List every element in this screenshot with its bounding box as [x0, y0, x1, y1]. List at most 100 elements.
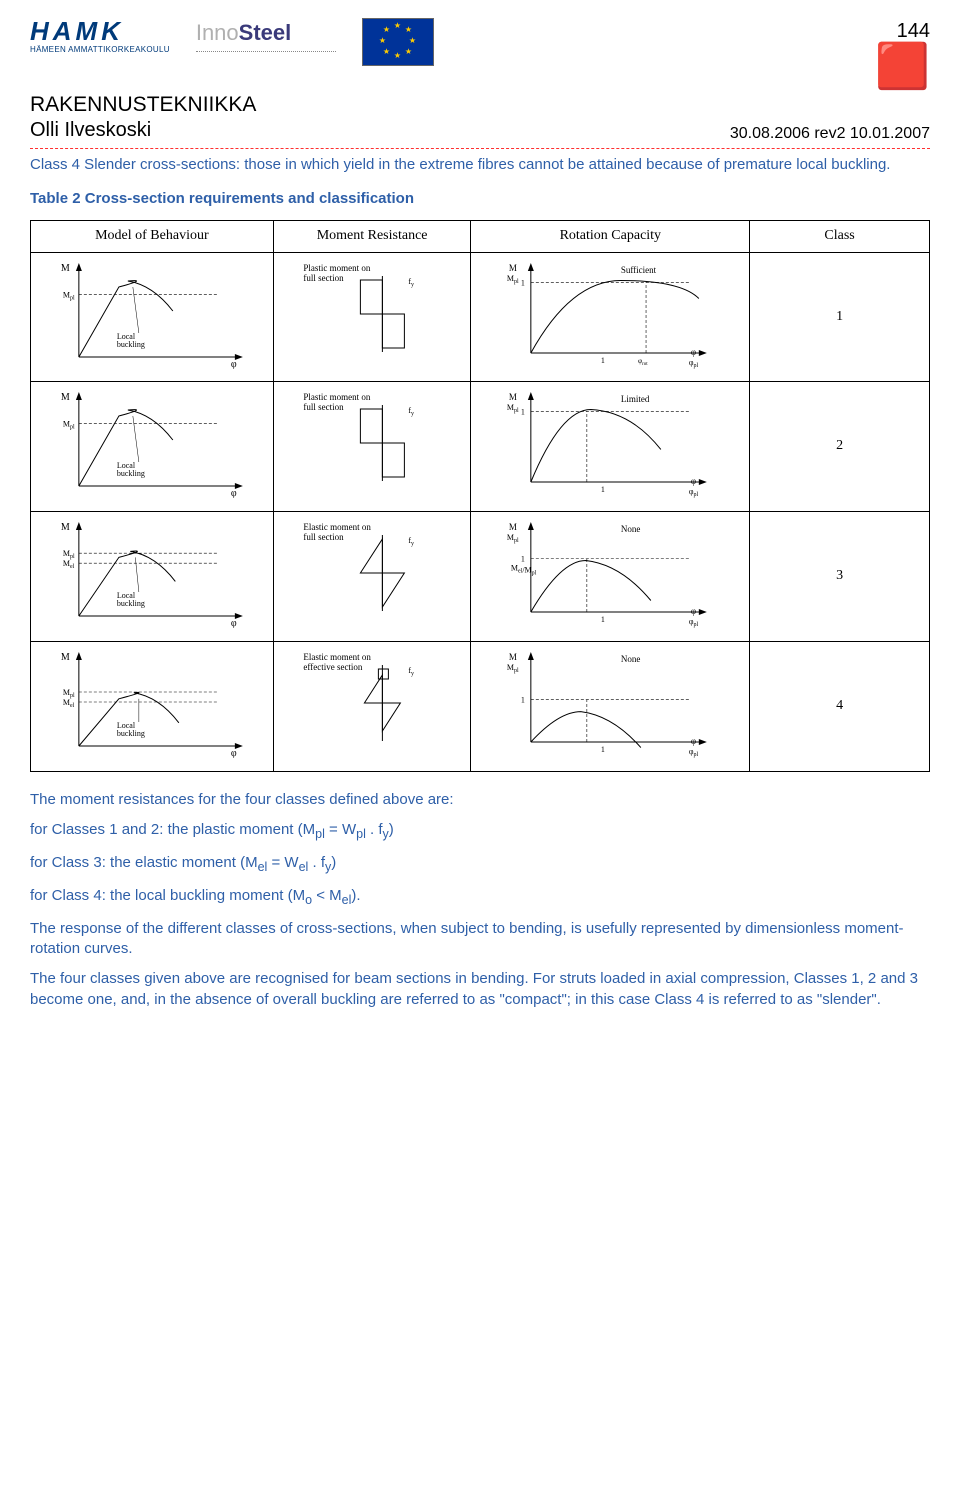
table-row: M Mel Mpl Local buckling φ Elastic momen…	[31, 512, 930, 642]
table-row: M Mel Mpl Local buckling φ Elastic momen…	[31, 642, 930, 772]
svg-text:Mel/Mpl: Mel/Mpl	[511, 564, 537, 577]
svg-text:M: M	[509, 263, 517, 273]
behaviour-cell: M Mel Mpl Local buckling φ	[31, 642, 274, 772]
logo-row: HAMK HÄMEEN AMMATTIKORKEAKOULU InnoSteel…	[30, 18, 434, 66]
svg-text:Elastic moment on: Elastic moment on	[303, 522, 371, 532]
svg-text:1: 1	[521, 555, 525, 564]
rotation-cell: M Mpl None 1 Mel/Mpl 1 φ φpl	[471, 512, 750, 642]
svg-text:Elastic moment on: Elastic moment on	[303, 652, 371, 662]
resistance-cell: Elastic moment on effective section fy	[273, 642, 471, 772]
svg-text:Mpl: Mpl	[63, 290, 75, 301]
svg-text:M: M	[61, 263, 70, 274]
col-class: Class	[750, 220, 930, 252]
classification-table: Model of Behaviour Moment Resistance Rot…	[30, 220, 930, 772]
svg-text:M: M	[61, 392, 70, 403]
class-cell: 4	[750, 642, 930, 772]
svg-text:Mel: Mel	[63, 698, 75, 709]
table-row: M Mpl Local buckling φ Plastic moment on…	[31, 252, 930, 382]
doc-date: 30.08.2006 rev2 10.01.2007	[730, 123, 930, 145]
svg-text:1: 1	[521, 278, 525, 287]
svg-text:1: 1	[601, 615, 605, 624]
svg-text:Mel: Mel	[63, 560, 75, 571]
after-p6: The four classes given above are recogni…	[30, 969, 930, 1010]
innosteel-logo: InnoSteel	[196, 18, 336, 52]
svg-text:φ: φ	[231, 748, 237, 758]
svg-text:φrot: φrot	[639, 357, 649, 367]
author: Olli Ilveskoski	[30, 117, 256, 144]
svg-text:φ: φ	[231, 359, 237, 369]
svg-text:φpl: φpl	[689, 617, 699, 628]
svg-text:M: M	[509, 652, 517, 662]
table-row: M Mpl Local buckling φ Plastic moment on…	[31, 382, 930, 512]
svg-text:full section: full section	[303, 402, 344, 412]
svg-text:buckling: buckling	[117, 729, 145, 738]
svg-text:Mpl: Mpl	[507, 403, 519, 414]
resistance-cell: Plastic moment on full section fy	[273, 252, 471, 382]
col-rotation: Rotation Capacity	[471, 220, 750, 252]
svg-text:M: M	[509, 522, 517, 532]
after-p1: The moment resistances for the four clas…	[30, 790, 930, 810]
svg-text:Mpl: Mpl	[507, 274, 519, 285]
table-title: Table 2 Cross-section requirements and c…	[30, 189, 930, 209]
svg-text:full section: full section	[303, 273, 344, 283]
cube-icon: 🟥	[875, 45, 930, 89]
svg-text:φpl: φpl	[689, 358, 699, 369]
class-cell: 3	[750, 512, 930, 642]
svg-text:1: 1	[521, 696, 525, 705]
svg-text:buckling: buckling	[117, 599, 145, 608]
hamk-subtitle: HÄMEEN AMMATTIKORKEAKOULU	[30, 46, 170, 54]
after-p3: for Class 3: the elastic moment (Mel = W…	[30, 853, 930, 876]
after-p5: The response of the different classes of…	[30, 919, 930, 960]
innosteel-inno: Inno	[196, 20, 239, 45]
svg-text:1: 1	[601, 485, 605, 494]
svg-text:φpl: φpl	[689, 747, 699, 758]
after-text: The moment resistances for the four clas…	[30, 790, 930, 1010]
svg-text:Limited: Limited	[621, 394, 650, 404]
rotation-cell: M Mpl None 1 1 φ φpl	[471, 642, 750, 772]
header-row: Model of Behaviour Moment Resistance Rot…	[31, 220, 930, 252]
after-p2: for Classes 1 and 2: the plastic moment …	[30, 820, 930, 843]
behaviour-cell: M Mpl Local buckling φ	[31, 382, 274, 512]
class-cell: 2	[750, 382, 930, 512]
svg-text:φpl: φpl	[689, 487, 699, 498]
behaviour-cell: M Mpl Local buckling φ	[31, 252, 274, 382]
after-p4: for Class 4: the local buckling moment (…	[30, 886, 930, 909]
svg-text:Mpl: Mpl	[507, 663, 519, 674]
svg-text:fy: fy	[408, 277, 414, 288]
rotation-cell: M Mpl Sufficient 1 1 φ φpl φrot	[471, 252, 750, 382]
svg-text:M: M	[509, 392, 517, 402]
svg-text:Sufficient: Sufficient	[621, 265, 657, 275]
svg-text:fy: fy	[408, 536, 414, 547]
resistance-cell: Elastic moment on full section fy	[273, 512, 471, 642]
innosteel-steel: Steel	[239, 20, 292, 45]
svg-text:φ: φ	[691, 476, 696, 486]
hamk-logo: HAMK HÄMEEN AMMATTIKORKEAKOULU	[30, 18, 170, 54]
eu-flag-icon: ★★ ★★ ★★ ★★	[362, 18, 434, 66]
svg-text:buckling: buckling	[117, 340, 145, 349]
svg-text:M: M	[61, 652, 70, 663]
svg-text:None: None	[621, 524, 641, 534]
intro-paragraph: Class 4 Slender cross-sections: those in…	[30, 155, 930, 175]
svg-text:fy: fy	[408, 666, 414, 677]
svg-text:φ: φ	[231, 488, 237, 498]
section-title: RAKENNUSTEKNIIKKA	[30, 93, 256, 117]
behaviour-cell: M Mel Mpl Local buckling φ	[31, 512, 274, 642]
svg-text:Plastic moment on: Plastic moment on	[303, 392, 370, 402]
class-cell: 1	[750, 252, 930, 382]
svg-text:fy: fy	[408, 406, 414, 417]
svg-text:full section: full section	[303, 532, 344, 542]
page-corner: 144 🟥	[875, 18, 930, 89]
top-bar: HAMK HÄMEEN AMMATTIKORKEAKOULU InnoSteel…	[30, 18, 930, 89]
page-number: 144	[897, 18, 930, 45]
svg-text:buckling: buckling	[117, 469, 145, 478]
svg-text:1: 1	[601, 745, 605, 754]
svg-text:φ: φ	[691, 736, 696, 746]
col-resistance: Moment Resistance	[273, 220, 471, 252]
svg-text:Mpl: Mpl	[507, 533, 519, 544]
svg-text:1: 1	[601, 356, 605, 365]
col-behaviour: Model of Behaviour	[31, 220, 274, 252]
hamk-word: HAMK	[30, 18, 170, 44]
svg-text:None: None	[621, 654, 641, 664]
svg-text:1: 1	[521, 408, 525, 417]
svg-text:φ: φ	[691, 347, 696, 357]
